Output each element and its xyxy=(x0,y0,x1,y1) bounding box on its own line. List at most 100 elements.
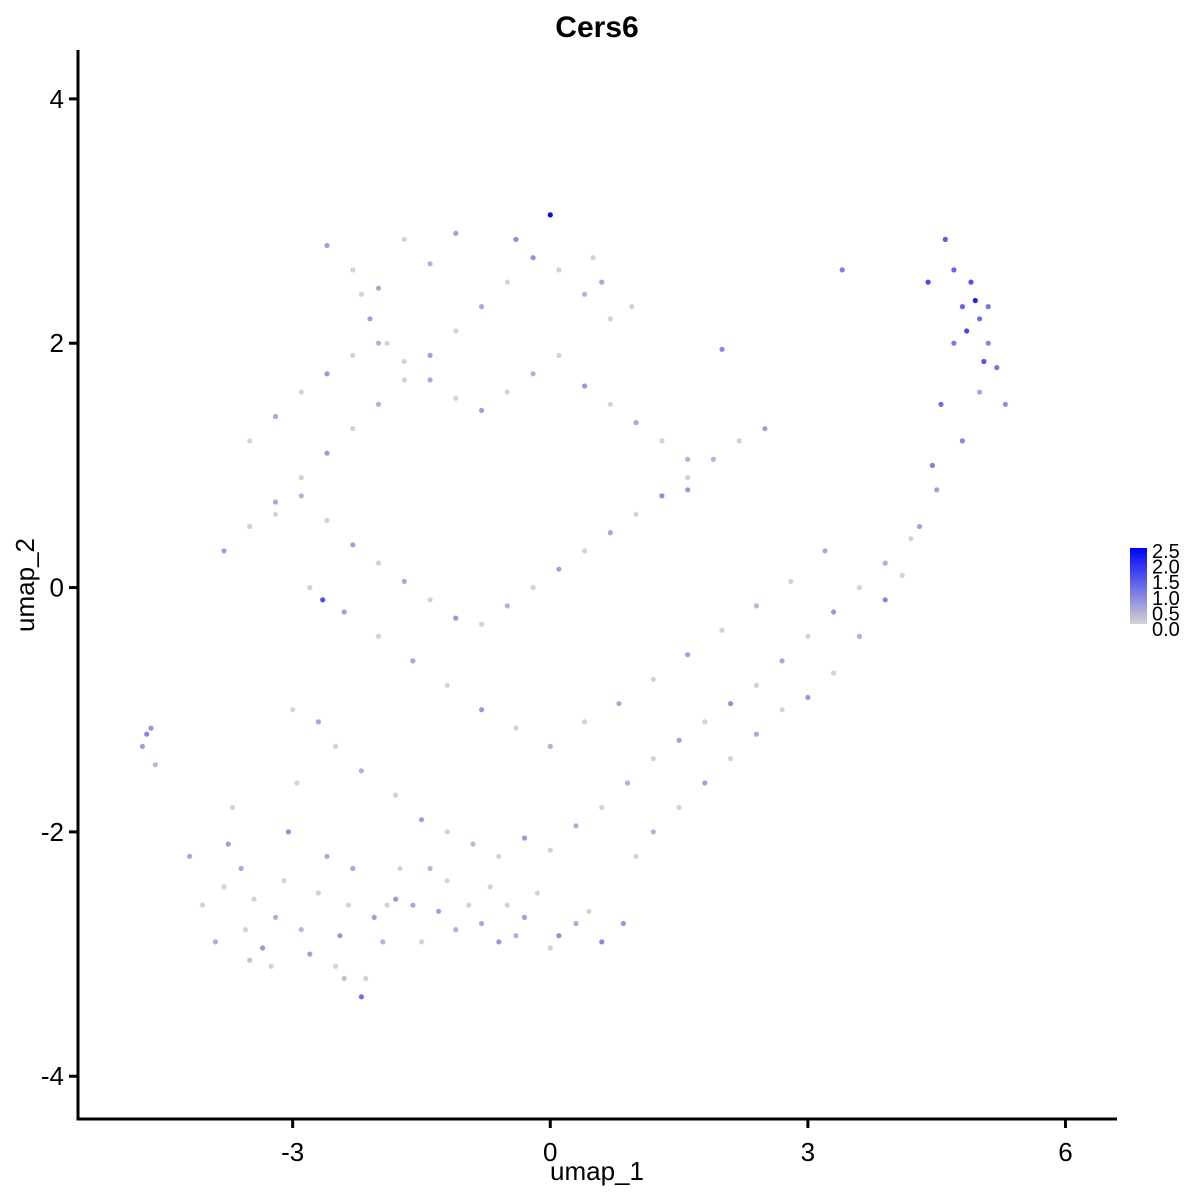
data-point xyxy=(530,371,536,377)
data-point xyxy=(152,762,158,768)
data-point xyxy=(629,304,635,310)
data-point xyxy=(625,780,631,786)
data-point xyxy=(333,963,339,969)
data-point xyxy=(779,707,785,713)
data-point xyxy=(453,328,459,334)
data-point xyxy=(959,304,966,310)
data-point xyxy=(479,621,485,627)
data-point xyxy=(324,371,330,377)
color-legend-bar xyxy=(1130,548,1147,624)
data-point xyxy=(650,756,656,762)
data-point xyxy=(736,438,742,444)
legend-label: 2.5 xyxy=(1152,541,1180,563)
data-point xyxy=(676,737,682,743)
data-point xyxy=(839,267,845,273)
data-point xyxy=(977,316,983,322)
data-point xyxy=(225,841,231,847)
data-point xyxy=(719,627,725,633)
data-point xyxy=(427,352,433,358)
data-point xyxy=(530,585,536,591)
data-point xyxy=(547,945,553,951)
data-point xyxy=(607,401,614,407)
data-point xyxy=(479,920,485,927)
data-point xyxy=(384,340,390,346)
data-point xyxy=(298,927,304,933)
x-axis-ticks: -3 0 3 6 xyxy=(281,1119,1073,1167)
data-point xyxy=(916,523,923,530)
data-point xyxy=(504,389,510,395)
data-point xyxy=(556,566,562,572)
data-point xyxy=(358,291,364,297)
data-point xyxy=(307,585,313,591)
data-point xyxy=(856,633,863,640)
data-point xyxy=(315,719,321,725)
data-point xyxy=(444,878,450,884)
data-point xyxy=(1002,401,1009,407)
data-point xyxy=(934,487,940,493)
data-point xyxy=(616,701,622,707)
data-point xyxy=(427,261,433,267)
data-point xyxy=(479,304,485,310)
data-point xyxy=(453,230,459,236)
x-tick-label: 3 xyxy=(801,1137,815,1167)
data-point xyxy=(788,578,794,585)
data-point xyxy=(341,975,347,982)
data-point xyxy=(676,804,682,811)
data-point xyxy=(384,902,390,908)
data-point xyxy=(650,829,656,835)
y-tick-label: -4 xyxy=(41,1061,64,1091)
data-point xyxy=(212,939,218,945)
y-tick-label: 0 xyxy=(50,573,64,603)
data-point xyxy=(285,829,291,835)
data-point xyxy=(272,413,279,420)
data-point xyxy=(324,517,330,524)
scatter-points xyxy=(139,212,1009,1000)
data-point xyxy=(779,658,785,664)
data-point xyxy=(242,927,248,933)
data-point xyxy=(247,957,253,963)
data-point xyxy=(908,536,914,542)
data-point xyxy=(964,328,970,334)
data-point xyxy=(363,975,369,982)
data-point xyxy=(556,352,562,358)
data-point xyxy=(444,829,450,835)
data-point xyxy=(985,340,991,346)
data-point xyxy=(951,340,957,346)
data-point xyxy=(247,523,253,530)
data-point xyxy=(401,578,407,585)
data-point xyxy=(504,279,510,285)
data-point xyxy=(547,847,553,853)
data-point xyxy=(221,548,227,554)
data-point xyxy=(453,927,459,933)
data-point xyxy=(959,438,966,444)
data-point xyxy=(350,865,356,872)
data-point xyxy=(466,902,472,908)
data-point xyxy=(702,780,708,786)
data-point xyxy=(371,914,377,921)
data-point xyxy=(753,682,760,688)
data-point xyxy=(268,963,274,969)
data-point xyxy=(307,951,313,957)
data-point xyxy=(882,597,888,603)
data-point xyxy=(882,560,888,566)
data-point xyxy=(620,920,626,927)
data-point xyxy=(985,304,991,310)
data-point xyxy=(139,743,145,750)
data-point xyxy=(728,756,734,762)
data-point xyxy=(496,939,502,945)
data-point xyxy=(633,853,639,859)
data-point xyxy=(272,511,279,517)
data-point xyxy=(324,242,330,249)
data-point xyxy=(513,933,519,939)
data-point xyxy=(324,853,330,859)
data-point xyxy=(375,560,382,566)
data-point xyxy=(324,450,330,456)
data-point xyxy=(582,383,588,389)
data-point xyxy=(573,823,579,829)
data-point xyxy=(599,939,605,945)
data-point xyxy=(393,896,399,902)
data-point xyxy=(375,401,382,407)
data-point xyxy=(410,658,416,664)
data-point xyxy=(599,804,605,811)
